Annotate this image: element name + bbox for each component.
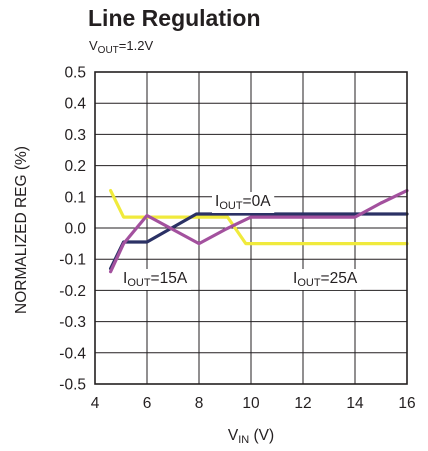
series-label-1: IOUT=15A	[120, 269, 191, 290]
series-label-sub-0: OUT	[219, 200, 243, 212]
xlabel-rest: (V)	[249, 427, 274, 444]
y-tick-label-8: -0.3	[59, 314, 86, 331]
y-tick-label-7: -0.2	[59, 283, 86, 300]
series-label-text-1: IOUT=15A	[123, 270, 188, 289]
series-label-rest-1: =15A	[151, 270, 188, 287]
y-tick-label-2: 0.3	[64, 127, 86, 144]
series-layer	[108, 189, 409, 274]
series-label-base-0: I	[215, 193, 219, 210]
y-tick-label-10: -0.5	[59, 377, 86, 394]
x-tick-label-1: 6	[143, 395, 152, 412]
x-tick-label-2: 8	[195, 395, 204, 412]
series-label-sub-2: OUT	[297, 277, 321, 289]
series-label-bg-0	[212, 192, 275, 213]
y-axis-label: NORMALIZED REG (%)	[13, 146, 30, 314]
series-label-2: IOUT=25A	[290, 269, 361, 290]
series-label-0: IOUT=0A	[212, 192, 275, 213]
series-label-base-2: I	[293, 270, 297, 287]
y-tick-label-0: 0.5	[64, 65, 86, 82]
series-label-bg-1	[120, 269, 191, 290]
subtitle-base: V	[89, 38, 98, 53]
xlabel-sub: IN	[238, 434, 249, 446]
y-tick-label-4: 0.1	[64, 189, 86, 206]
series-label-rest-2: =25A	[321, 270, 358, 287]
series-line-1	[108, 212, 409, 271]
y-tick-label-9: -0.4	[59, 345, 86, 362]
series-line-2	[108, 189, 409, 274]
grid	[94, 71, 408, 385]
x-tick-label-5: 14	[346, 395, 364, 412]
tick-labels: 4 6 8 10 12 14 16 0.5 0.4 0.3 0.2 0.1 0.0 -0.1 -0.2 -0.…	[59, 65, 415, 413]
series-label-rest-0: =0A	[243, 193, 272, 210]
plot-frame	[94, 71, 408, 385]
series-label-text-0: IOUT=0A	[215, 193, 271, 212]
x-tick-label-3: 10	[242, 395, 260, 412]
x-tick-label-4: 12	[294, 395, 311, 412]
x-axis-label: VIN (V)	[228, 427, 274, 446]
chart-subtitle: VOUT=1.2V	[89, 38, 153, 56]
subtitle-rest: =1.2V	[119, 38, 154, 53]
series-label-bg-2	[290, 269, 361, 290]
y-tick-label-5: 0.0	[64, 221, 86, 238]
y-tick-label-6: -0.1	[59, 252, 86, 269]
x-tick-label-0: 4	[91, 395, 100, 412]
subtitle-sub: OUT	[98, 45, 119, 56]
series-line-0	[108, 189, 409, 246]
series-label-sub-1: OUT	[127, 277, 151, 289]
y-tick-label-1: 0.4	[64, 96, 86, 113]
x-tick-label-6: 16	[398, 395, 415, 412]
xlabel-base: V	[228, 427, 239, 444]
series-label-base-1: I	[123, 270, 127, 287]
chart-title: Line Regulation	[88, 5, 261, 31]
series-label-text-2: IOUT=25A	[293, 270, 358, 289]
y-tick-label-3: 0.2	[64, 158, 86, 175]
